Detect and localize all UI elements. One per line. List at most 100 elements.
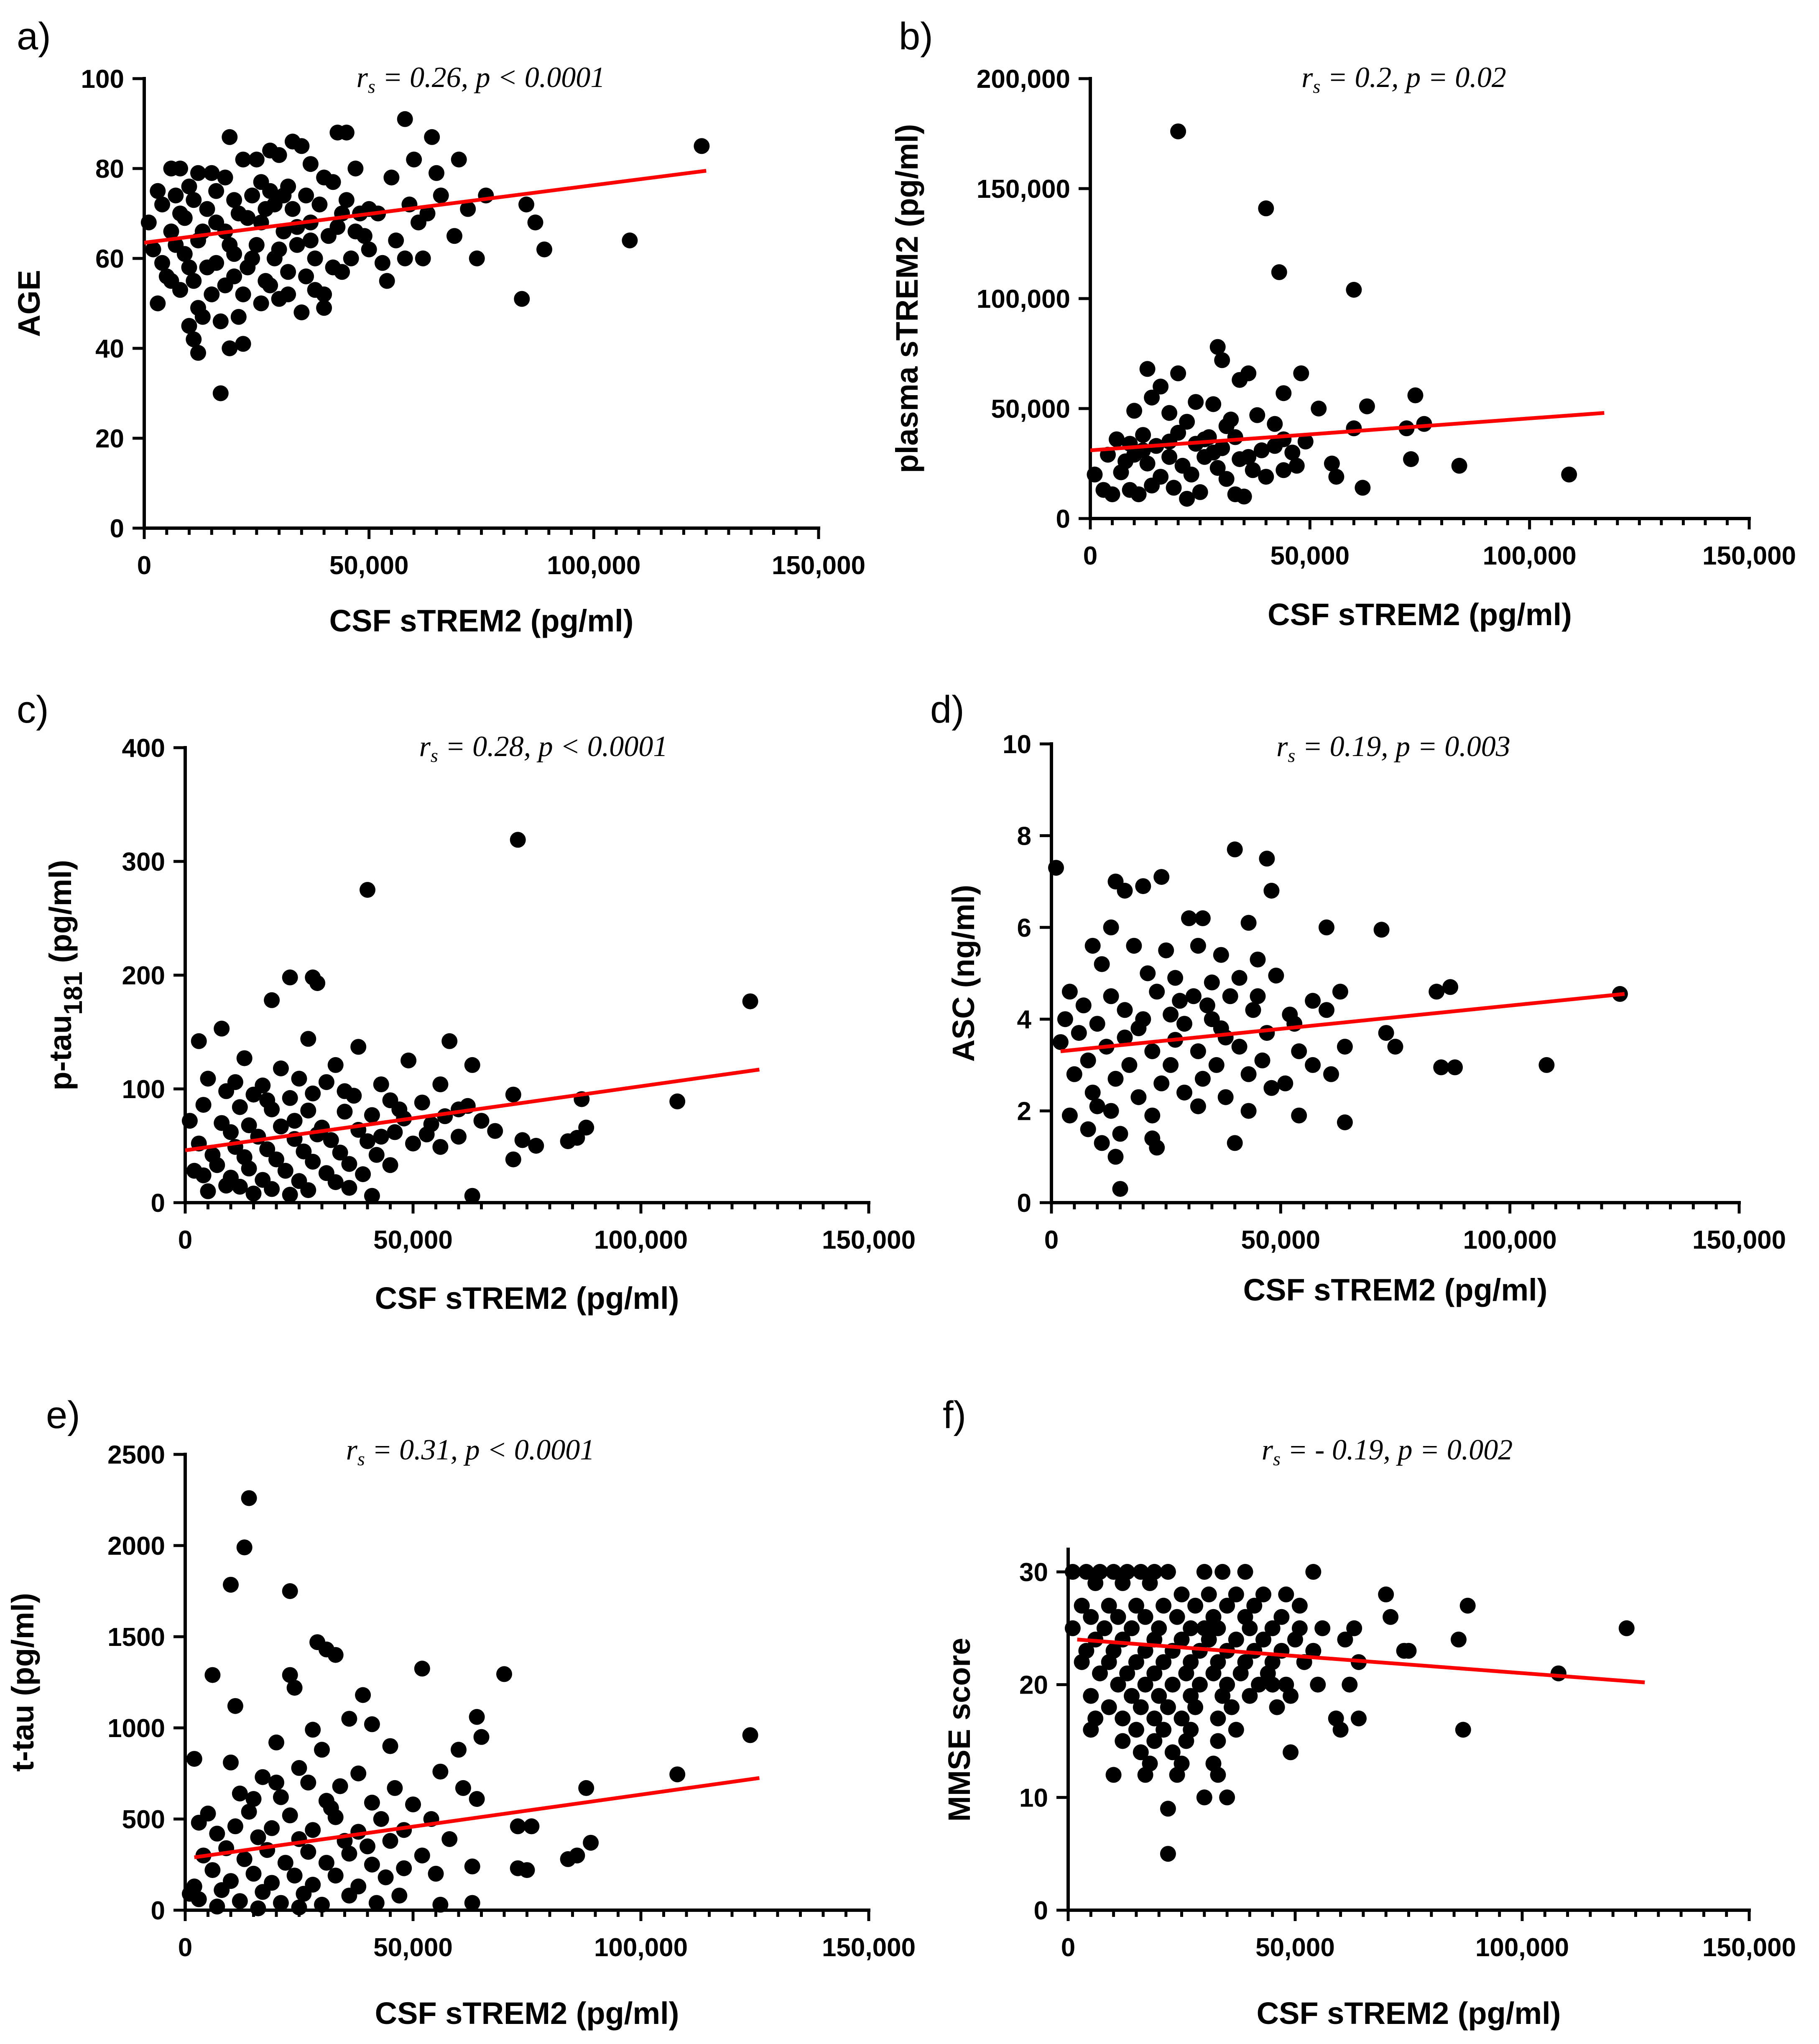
data-point xyxy=(273,1789,289,1805)
data-point xyxy=(286,1868,303,1884)
data-point xyxy=(1267,416,1283,432)
data-point xyxy=(460,201,476,217)
data-point xyxy=(218,1083,235,1099)
data-point xyxy=(1156,1597,1172,1614)
data-point xyxy=(1186,988,1202,1004)
x-tick-label: 0 xyxy=(178,1226,192,1255)
data-point xyxy=(1117,883,1133,899)
data-point xyxy=(1204,974,1220,991)
data-point xyxy=(382,1157,398,1173)
data-point xyxy=(578,1780,594,1796)
data-point xyxy=(405,1796,421,1813)
regression-line xyxy=(1060,992,1625,1053)
data-point xyxy=(364,1794,380,1811)
data-point xyxy=(168,187,184,204)
x-tick-label: 0 xyxy=(1061,1933,1075,1962)
y-tick-label: 6 xyxy=(1017,914,1031,943)
data-point xyxy=(1618,1620,1635,1636)
regression-line xyxy=(1077,1638,1645,1684)
data-point xyxy=(1126,403,1143,419)
data-point xyxy=(1161,405,1178,421)
data-point xyxy=(669,1093,686,1109)
x-axis-title: CSF sTREM2 (pg/ml) xyxy=(1257,1996,1561,2031)
data-point xyxy=(291,1899,307,1916)
data-point xyxy=(1305,993,1321,1009)
data-point xyxy=(1176,1016,1192,1032)
data-point xyxy=(286,1113,303,1129)
data-point xyxy=(232,1099,248,1115)
data-point xyxy=(320,228,337,244)
data-point xyxy=(1228,1586,1244,1602)
data-point xyxy=(1196,1620,1212,1636)
data-point xyxy=(451,151,467,168)
stat-r-symbol: r xyxy=(1301,61,1313,94)
panel-a: a) rs = 0.26, p < 0.0001 0 50,000 100,000 150… xyxy=(12,15,865,638)
data-point xyxy=(268,1734,284,1750)
data-point xyxy=(1094,1135,1110,1151)
data-point xyxy=(1105,1767,1122,1783)
data-point xyxy=(1119,1665,1135,1681)
data-point xyxy=(1332,1722,1349,1738)
data-point xyxy=(1288,457,1305,474)
data-point xyxy=(1160,1846,1176,1862)
x-tick-label: 100,000 xyxy=(1463,1226,1557,1255)
data-point xyxy=(1242,1620,1258,1636)
data-point xyxy=(1089,1016,1105,1032)
y-tick-label: 60 xyxy=(95,245,124,273)
data-point xyxy=(327,1868,344,1884)
data-point xyxy=(1190,1098,1206,1114)
data-point xyxy=(428,1865,444,1882)
data-point xyxy=(1222,988,1238,1004)
stat-annotation: rs = 0.31, p < 0.0001 xyxy=(346,1434,595,1469)
data-point xyxy=(1133,1744,1149,1760)
data-point xyxy=(209,1825,225,1842)
data-point xyxy=(293,138,310,154)
panel-d: d) rs = 0.19, p = 0.003 0 50,000 100,000 150,… xyxy=(930,688,1786,1307)
stat-annotation: rs = - 0.19, p = 0.002 xyxy=(1262,1434,1513,1469)
data-point xyxy=(311,197,328,212)
y-tick-label: 100 xyxy=(81,65,124,94)
data-point xyxy=(382,1833,398,1849)
stat-text: = - 0.19, p = 0.002 xyxy=(1281,1434,1513,1466)
data-point xyxy=(300,1102,316,1119)
data-point xyxy=(1128,1597,1144,1614)
data-point xyxy=(1269,1699,1285,1715)
data-point xyxy=(1190,938,1206,954)
data-point xyxy=(1455,1722,1471,1738)
data-point xyxy=(1311,401,1327,416)
data-point xyxy=(230,309,247,325)
panel-b: b) rs = 0.2, p = 0.02 0 50,000 100,000 150,00… xyxy=(890,15,1796,632)
data-point xyxy=(200,1071,216,1087)
data-point xyxy=(1094,956,1110,972)
data-point xyxy=(1332,984,1348,1000)
data-point xyxy=(1074,1597,1090,1614)
data-point xyxy=(505,1151,521,1168)
y-tick-label: 0 xyxy=(151,1896,165,1925)
data-point xyxy=(1277,1075,1293,1091)
data-point xyxy=(1057,1011,1073,1027)
data-point xyxy=(1101,1597,1117,1614)
data-point xyxy=(264,1181,280,1197)
data-point xyxy=(742,993,758,1009)
data-point xyxy=(1228,1631,1244,1648)
data-point xyxy=(1107,1071,1124,1087)
data-point xyxy=(300,1182,316,1198)
data-point xyxy=(1550,1665,1566,1681)
data-point xyxy=(341,1711,357,1727)
data-point xyxy=(194,309,211,325)
x-tick-label: 50,000 xyxy=(373,1226,453,1255)
data-point xyxy=(1139,361,1156,377)
data-point xyxy=(1089,1098,1105,1114)
data-point xyxy=(1267,438,1283,454)
data-point xyxy=(341,1845,357,1862)
data-point xyxy=(432,1076,449,1093)
x-tick-label: 100,000 xyxy=(547,551,640,580)
data-point xyxy=(1179,491,1195,507)
data-point xyxy=(1246,1597,1263,1614)
y-tick-label: 80 xyxy=(95,155,124,184)
x-tick-label: 0 xyxy=(1083,542,1097,570)
x-tick-label: 0 xyxy=(178,1933,192,1962)
data-point xyxy=(291,1071,307,1087)
data-point xyxy=(1103,988,1119,1004)
